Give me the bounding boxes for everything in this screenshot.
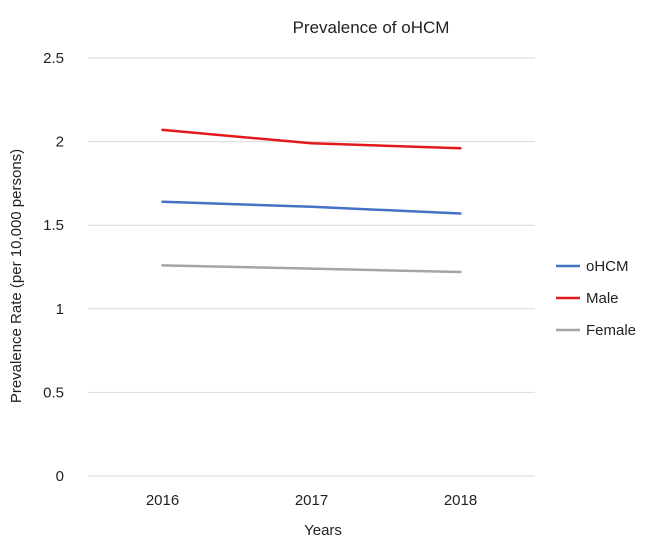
series-line-male: [161, 128, 462, 150]
y-tick-label: 0.5: [43, 384, 64, 401]
legend-label-male: Male: [586, 290, 619, 307]
legend: oHCM Male Female: [556, 258, 636, 339]
y-tick-label: 1.5: [43, 217, 64, 234]
y-tick-label: 2: [56, 134, 64, 151]
y-axis-label: Prevalence Rate (per 10,000 persons): [8, 149, 25, 403]
series-line-female: [161, 264, 462, 274]
legend-label-female: Female: [586, 322, 636, 339]
gridlines: [88, 57, 535, 477]
x-tick-label: 2016: [146, 492, 179, 509]
y-tick-label: 2.5: [43, 50, 64, 67]
y-tick-label: 1: [56, 301, 64, 318]
x-axis-ticks: 2016 2017 2018: [146, 492, 477, 509]
series-lines: [161, 128, 462, 274]
chart-title: Prevalence of oHCM: [293, 18, 450, 37]
y-axis-ticks: 0 0.5 1 1.5 2 2.5: [43, 50, 64, 485]
x-tick-label: 2018: [444, 492, 477, 509]
x-axis-label: Years: [304, 522, 342, 539]
legend-label-ohcm: oHCM: [586, 258, 629, 275]
x-tick-label: 2017: [295, 492, 328, 509]
series-line-ohcm: [161, 200, 462, 215]
y-tick-label: 0: [56, 468, 64, 485]
